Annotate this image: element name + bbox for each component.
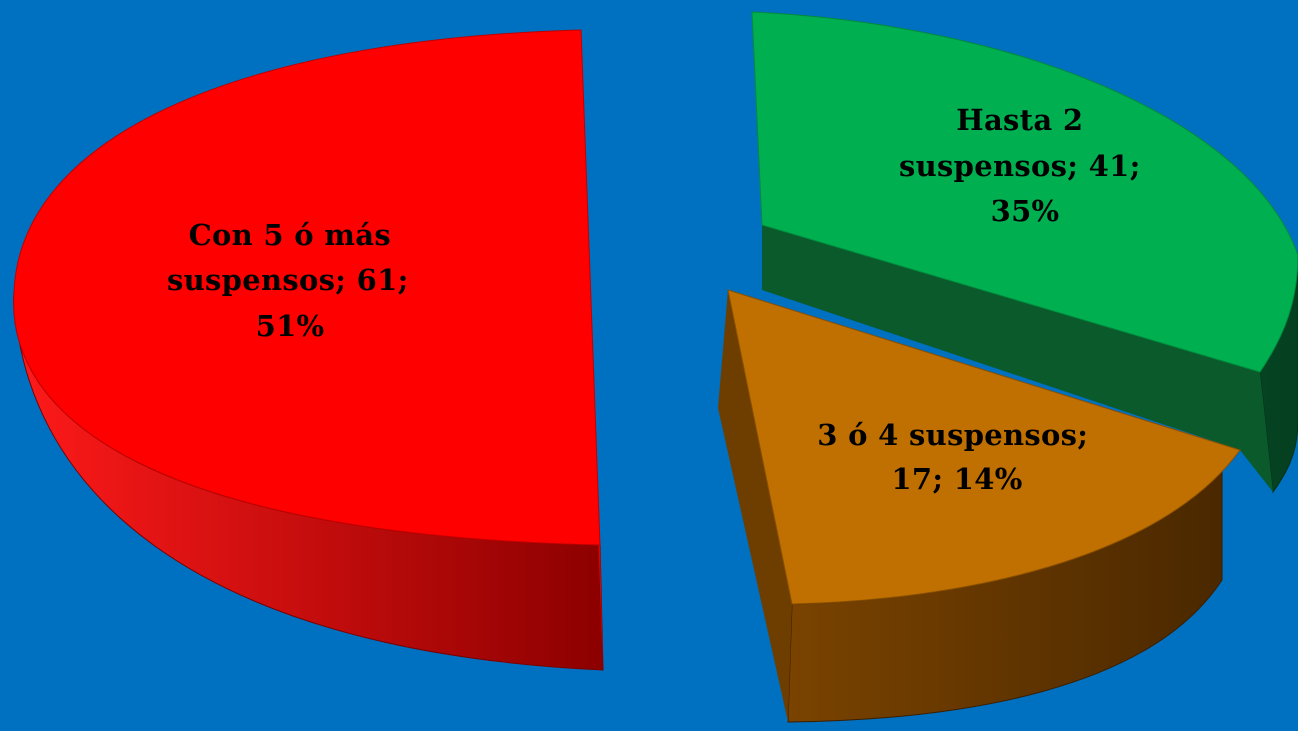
label-3-o-4-line-2: 17; 14% [891, 462, 1022, 496]
label-hasta-2-line-2: suspensos; 41; [899, 149, 1141, 183]
slice-3-o-4-top [727, 289, 1241, 605]
label-con-5-o-mas-line-1: Con 5 ó más [189, 218, 391, 252]
label-con-5-o-mas: Con 5 ó más suspensos; 61; 51% [167, 218, 419, 343]
label-hasta-2-line-1: Hasta 2 [956, 103, 1083, 137]
label-3-o-4: 3 ó 4 suspensos; 17; 14% [817, 418, 1098, 496]
slice-labels: Con 5 ó más suspensos; 61; 51% Hasta 2 s… [167, 103, 1151, 496]
label-3-o-4-line-1: 3 ó 4 suspensos; [817, 418, 1088, 452]
slice-con-5-o-mas [13, 29, 604, 671]
slice-3-o-4-cut [718, 290, 792, 722]
label-hasta-2: Hasta 2 suspensos; 41; 35% [899, 103, 1151, 228]
slice-hasta-2-top [751, 11, 1298, 373]
label-con-5-o-mas-line-3: 51% [256, 309, 325, 343]
label-con-5-o-mas-line-2: suspensos; 61; [167, 263, 409, 297]
label-hasta-2-line-3: 35% [991, 194, 1060, 228]
slice-con-5-o-mas-top [13, 29, 601, 546]
slice-hasta-2-cut [762, 225, 1273, 492]
slice-3-o-4 [718, 289, 1241, 723]
